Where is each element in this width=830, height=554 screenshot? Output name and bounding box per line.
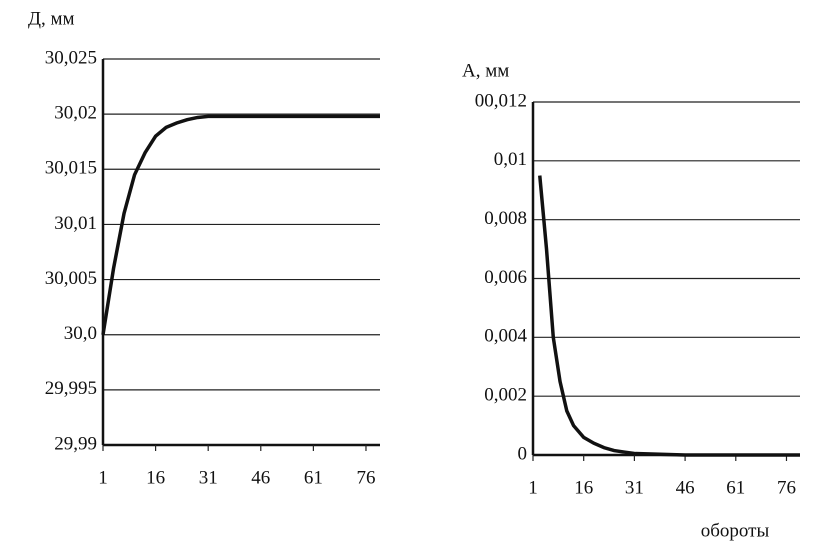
y-tick-label: 0,01 (494, 149, 527, 170)
x-axis-label: обороты (701, 520, 770, 541)
x-tick-label: 61 (726, 477, 745, 498)
y-tick-label: 0,002 (484, 385, 527, 406)
x-tick-label: 76 (777, 477, 796, 498)
x-tick-label: 61 (304, 467, 323, 488)
y-tick-label: 0,008 (484, 208, 527, 229)
y-tick-label: 30,0 (64, 323, 97, 344)
y-tick-label: 30,015 (45, 158, 97, 179)
y-tick-label: 30,02 (54, 103, 97, 124)
x-tick-label: 31 (625, 477, 644, 498)
y-tick-label: 0 (518, 443, 528, 464)
x-tick-label: 76 (356, 467, 375, 488)
y-tick-label: 30,025 (45, 47, 97, 68)
y-tick-label: 0,004 (484, 326, 527, 347)
y-tick-label: 0,006 (484, 267, 527, 288)
x-tick-label: 1 (528, 477, 538, 498)
data-line (538, 175, 800, 457)
x-tick-label: 46 (676, 477, 695, 498)
x-tick-label: 16 (146, 467, 165, 488)
x-tick-label: 31 (199, 467, 218, 488)
y-tick-label: 30,005 (45, 268, 97, 289)
data-line (101, 114, 380, 335)
y-tick-label: 29,995 (45, 378, 97, 399)
x-tick-label: 46 (251, 467, 270, 488)
y-tick-label: 00,012 (475, 90, 527, 111)
x-tick-label: 1 (98, 467, 108, 488)
y-axis-label: А, мм (462, 60, 509, 81)
y-tick-label: 30,01 (54, 213, 97, 234)
x-tick-label: 16 (574, 477, 593, 498)
y-axis-label: Д, мм (28, 8, 75, 29)
y-tick-label: 29,99 (54, 433, 97, 454)
